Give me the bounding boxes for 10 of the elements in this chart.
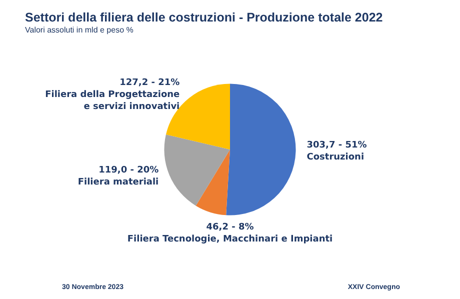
chart-title: Settori della filiera delle costruzioni - Produzione totale 2022	[25, 10, 383, 24]
data-label: 119,0 - 20%	[98, 165, 159, 176]
data-label: 127,2 - 21%	[120, 78, 180, 88]
slice-label: Filiera Tecnologie, Macchinari e Impianti	[127, 234, 333, 244]
slice-label: Costruzioni	[306, 152, 364, 163]
data-label: 46,2 - 8%	[206, 222, 254, 232]
slice-label: Filiera materiali	[78, 177, 159, 188]
slice-label: Filiera della Progettazione e servizi innovativi	[45, 90, 180, 112]
data-label: 303,7 - 51%	[306, 140, 367, 151]
chart-subtitle: Valori assoluti in mld e peso %	[25, 26, 134, 34]
